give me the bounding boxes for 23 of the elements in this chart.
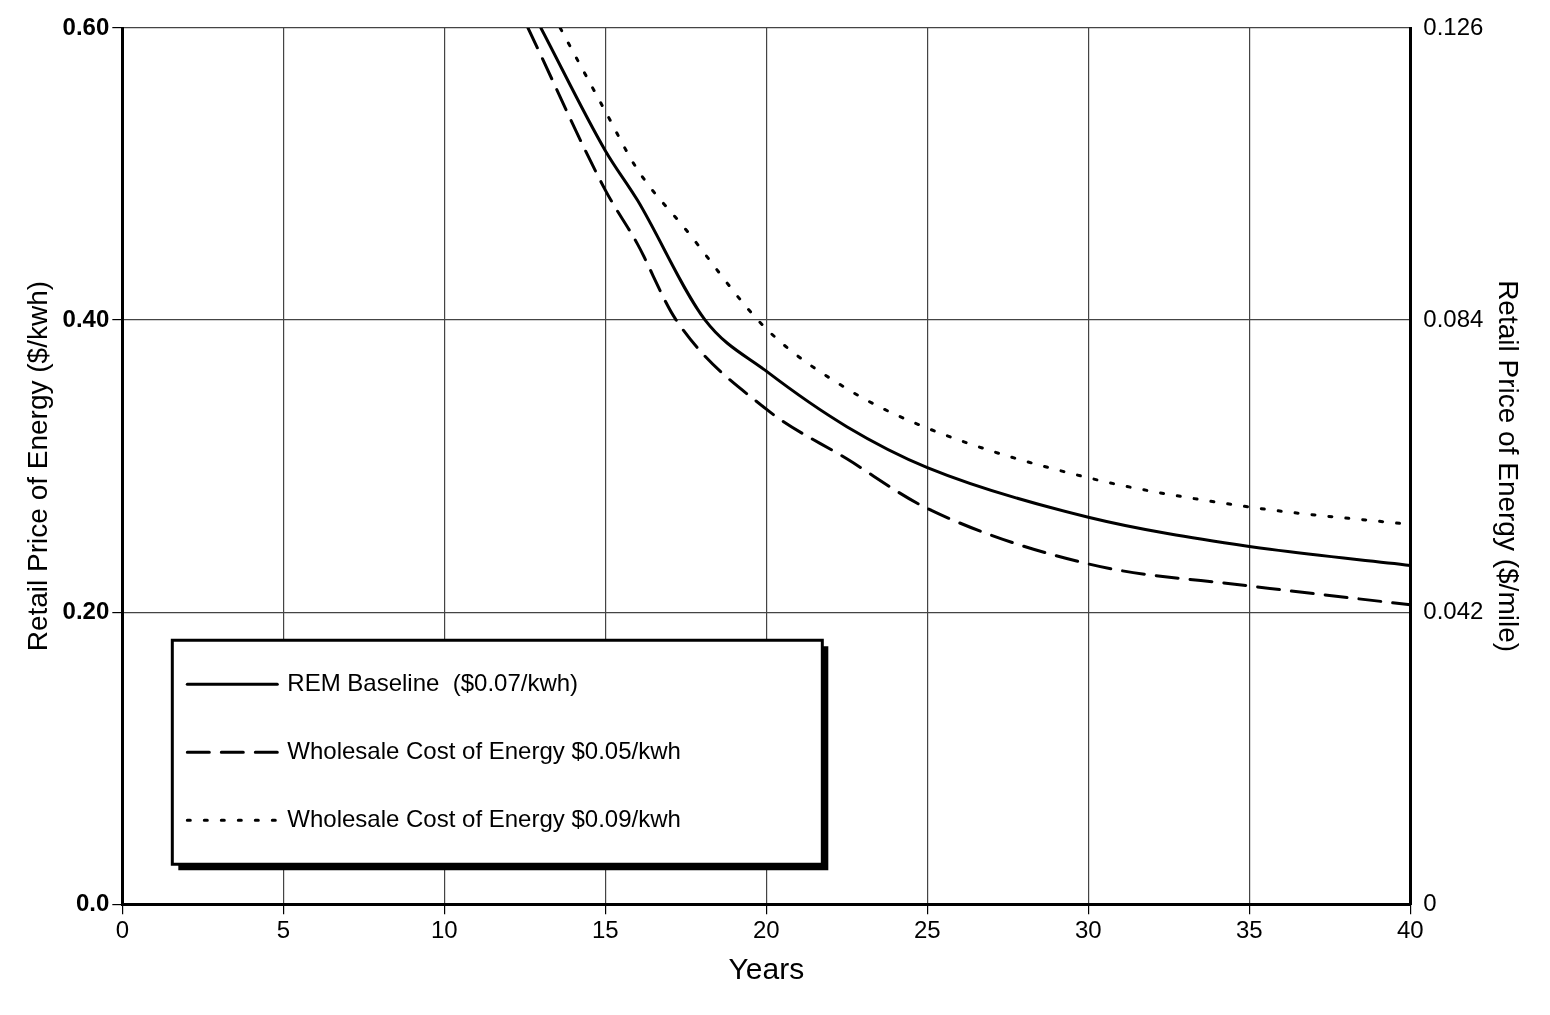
y2-tick-label: 0.126 <box>1423 12 1484 40</box>
x-tick-label: 0 <box>115 916 129 944</box>
legend-label: Wholesale Cost of Energy $0.05/kwh <box>287 736 681 764</box>
y-tick-label: 0.0 <box>75 888 110 916</box>
x-tick-label: 35 <box>1235 916 1263 944</box>
y2-tick-label: 0.084 <box>1423 304 1484 332</box>
y-tick-label: 0.20 <box>62 596 110 624</box>
y2-tick-label: 0 <box>1423 888 1437 916</box>
x-axis-title: Years <box>728 952 805 986</box>
y-axis-title: Retail Price of Energy ($/kwh) <box>21 280 53 652</box>
y2-axis-title: Retail Price of Energy ($/mile) <box>1493 280 1525 653</box>
legend-label: REM Baseline ($0.07/kwh) <box>287 668 579 696</box>
y-tick-label: 0.40 <box>62 304 110 332</box>
x-tick-label: 5 <box>276 916 290 944</box>
x-tick-label: 30 <box>1074 916 1102 944</box>
x-tick-label: 15 <box>591 916 619 944</box>
x-tick-label: 20 <box>752 916 780 944</box>
y-tick-label: 0.60 <box>62 12 110 40</box>
y2-tick-label: 0.042 <box>1423 596 1484 624</box>
x-tick-label: 10 <box>430 916 458 944</box>
x-tick-label: 25 <box>913 916 941 944</box>
x-tick-label: 40 <box>1396 916 1424 944</box>
legend-label: Wholesale Cost of Energy $0.09/kwh <box>287 804 681 832</box>
